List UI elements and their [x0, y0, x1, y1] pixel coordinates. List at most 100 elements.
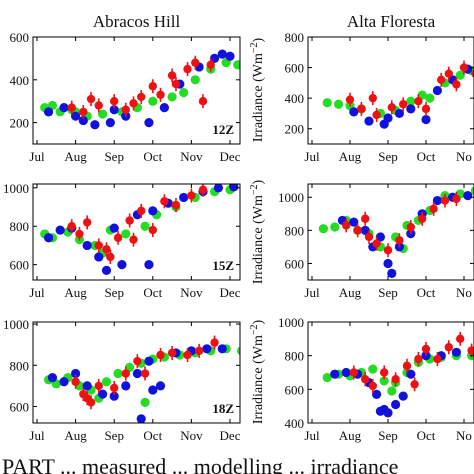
- data-point-blue: [109, 223, 119, 233]
- y-tick-label: 800: [285, 349, 305, 364]
- y-tick-label: 600: [285, 382, 305, 397]
- data-point-blue: [360, 225, 370, 235]
- data-point-red: [167, 71, 177, 80]
- x-tick-label: Aug: [339, 428, 362, 443]
- x-tick-label: Oct: [143, 149, 162, 164]
- data-point-green: [368, 364, 378, 374]
- data-point-red: [414, 97, 423, 106]
- data-point-red: [364, 232, 374, 242]
- panel-abracos-15Z: Jul Aug Sep Oct Nov Dec 600 800 1000 15Z: [3, 181, 241, 300]
- y-tick-label: 1000: [3, 181, 29, 196]
- x-tick-label: Jul: [304, 428, 320, 443]
- hour-label: 15Z: [212, 258, 234, 273]
- x-tick-label: No: [456, 285, 472, 300]
- panel-title: Alta Floresta: [347, 12, 436, 31]
- x-tick-label: Sep: [378, 428, 398, 443]
- data-point-red: [444, 69, 453, 78]
- data-points: [40, 184, 239, 275]
- data-point-red: [148, 82, 157, 91]
- data-point-blue: [59, 377, 69, 387]
- x-tick-label: Oct: [143, 285, 162, 300]
- data-point-blue: [398, 391, 408, 401]
- hour-label: 18Z: [212, 401, 234, 416]
- y-tick-label: 400: [285, 91, 305, 106]
- x-tick-label: Aug: [64, 428, 87, 443]
- x-tick-label: Jul: [304, 285, 320, 300]
- axes-frame: [307, 36, 474, 145]
- data-point-red: [437, 75, 446, 85]
- data-point-red: [183, 64, 192, 74]
- axes-frame: [32, 321, 241, 424]
- data-point-green: [334, 99, 344, 109]
- data-point-green: [233, 60, 240, 70]
- data-point-red: [349, 368, 358, 377]
- y-tick-label: 1000: [278, 315, 304, 330]
- x-tick-label: No: [456, 428, 472, 443]
- data-point-red: [137, 92, 146, 102]
- x-tick-label: Sep: [378, 285, 398, 300]
- data-point-red: [71, 377, 80, 386]
- data-point-blue: [43, 107, 54, 117]
- data-point-red: [372, 239, 381, 248]
- data-point-blue: [217, 49, 227, 59]
- x-tick-label: Aug: [64, 285, 87, 300]
- data-point-red: [171, 79, 181, 89]
- data-point-blue: [421, 114, 431, 125]
- data-point-red: [444, 343, 453, 352]
- panel-title: Abracos Hill: [93, 12, 181, 31]
- data-point-blue: [132, 368, 142, 379]
- data-point-blue: [179, 192, 189, 203]
- data-point-red: [125, 216, 134, 225]
- data-point-red: [121, 105, 130, 114]
- data-point-blue: [387, 268, 397, 278]
- data-point-green: [330, 222, 340, 232]
- data-point-red: [345, 95, 355, 104]
- y-tick-label: 800: [285, 223, 305, 238]
- data-point-green: [425, 93, 435, 103]
- data-point-red: [110, 383, 119, 393]
- y-tick-label: 800: [285, 30, 305, 45]
- data-point-red: [121, 369, 130, 378]
- data-point-red: [467, 346, 474, 355]
- data-point-red: [368, 381, 377, 391]
- data-point-blue: [451, 347, 461, 357]
- data-point-red: [391, 375, 400, 384]
- hour-label: 12Z: [212, 122, 234, 137]
- x-tick-label: Oct: [417, 285, 436, 300]
- data-point-green: [140, 397, 150, 407]
- data-point-red: [452, 80, 461, 89]
- data-point-green: [190, 75, 200, 85]
- data-point-red: [402, 361, 412, 370]
- data-point-red: [452, 194, 461, 204]
- figure-caption: PART ... measured ... modelling ... irra…: [2, 454, 398, 474]
- y-axis-label: Irradiance (Wm−2): [249, 38, 267, 143]
- y-tick-label: 600: [10, 258, 30, 273]
- data-point-red: [380, 368, 389, 377]
- data-point-red: [383, 246, 393, 255]
- data-point-blue: [225, 51, 235, 61]
- data-point-red: [440, 196, 450, 205]
- data-point-red: [198, 97, 208, 106]
- data-point-red: [433, 354, 442, 364]
- data-point-red: [421, 344, 431, 354]
- x-tick-label: Sep: [104, 149, 124, 164]
- axes-frame: [307, 321, 474, 424]
- x-tick-label: Oct: [417, 428, 436, 443]
- data-point-red: [456, 334, 465, 344]
- data-point-red: [206, 60, 215, 70]
- data-point-blue: [391, 399, 401, 410]
- data-point-red: [137, 206, 146, 216]
- data-point-blue: [349, 217, 359, 227]
- data-points: [322, 60, 474, 129]
- data-point-blue: [43, 233, 54, 243]
- x-tick-label: Dec: [220, 285, 241, 300]
- y-tick-label: 400: [10, 73, 30, 88]
- y-tick-label: 200: [10, 116, 30, 131]
- data-point-blue: [406, 104, 416, 114]
- y-tick-label: 600: [10, 30, 30, 45]
- data-point-blue: [144, 356, 154, 366]
- panel-abracos-18Z: Jul Aug Sep Oct Nov Dec 600 800 1000 18Z: [3, 317, 241, 443]
- data-point-blue: [364, 116, 374, 126]
- data-point-red: [171, 200, 181, 210]
- data-point-red: [399, 100, 408, 109]
